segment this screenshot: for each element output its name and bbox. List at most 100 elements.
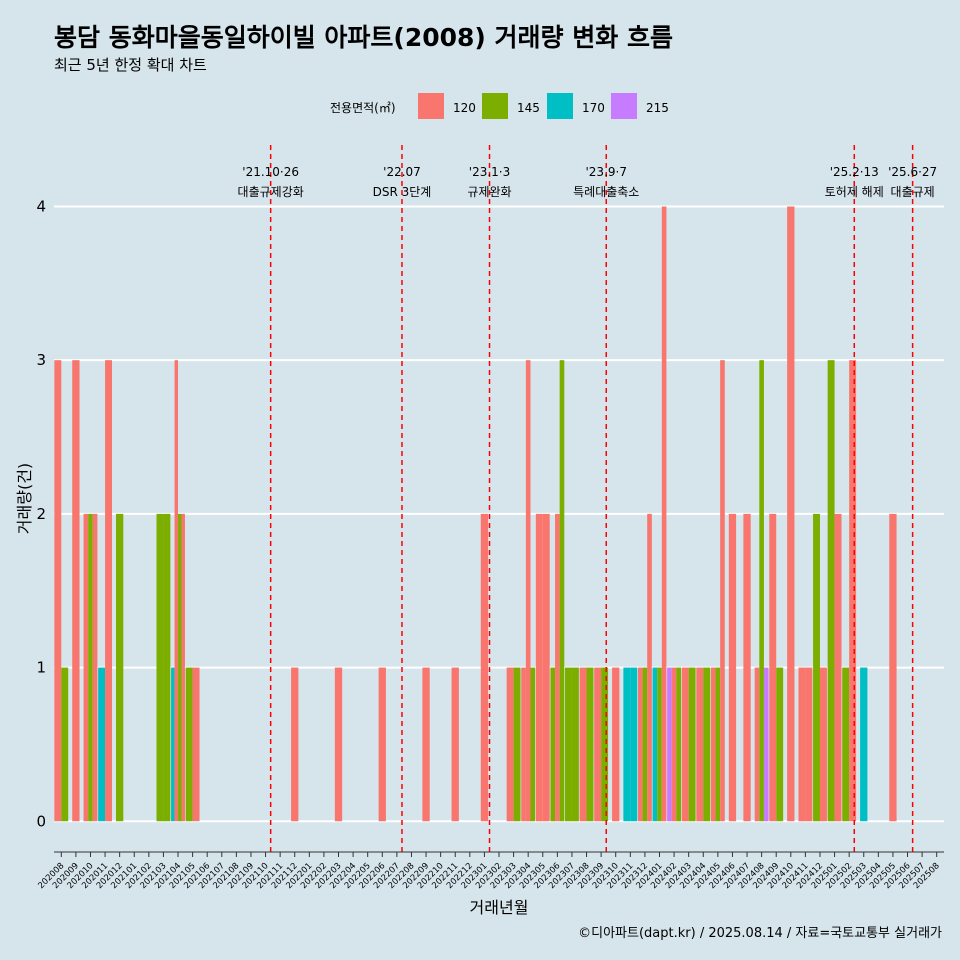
x-axis-title: 거래년월 xyxy=(470,898,529,917)
bar xyxy=(174,360,179,822)
bar xyxy=(720,360,725,822)
event-date-label: '25.6·27 xyxy=(888,165,937,179)
bar xyxy=(849,360,857,822)
bar xyxy=(105,360,112,822)
event-text-label: 규제완화 xyxy=(467,185,511,199)
bar xyxy=(819,667,827,822)
bar xyxy=(594,667,602,822)
bar xyxy=(805,667,813,822)
legend-label-170: 170 xyxy=(582,101,605,115)
legend-swatch-145 xyxy=(482,93,508,119)
bar xyxy=(728,513,737,822)
annotations: '21.10·26 대출규제강화 '22.07 DSR 3단계 '23.1·3 규제완화 '… xyxy=(238,145,937,852)
bar xyxy=(743,513,751,822)
bar xyxy=(671,667,677,822)
bar xyxy=(710,667,716,822)
bar xyxy=(601,667,609,822)
bar xyxy=(889,513,897,822)
bar xyxy=(813,513,820,822)
bar xyxy=(637,667,643,822)
bar xyxy=(776,667,784,822)
event-text-label: 대출규제강화 xyxy=(238,185,304,199)
bar xyxy=(378,667,386,822)
bar xyxy=(657,667,662,822)
bar xyxy=(688,667,696,822)
bar xyxy=(54,360,62,822)
legend: 전용면적(㎡) 120 145 170 215 xyxy=(330,93,669,119)
y-tick-label: 2 xyxy=(36,505,46,523)
bar xyxy=(163,513,171,822)
bar xyxy=(834,513,842,822)
y-tick-label: 1 xyxy=(36,659,46,677)
event-date-label: '25.2·13 xyxy=(830,165,879,179)
event-text-label: 토허제 해제 xyxy=(825,185,884,199)
bar xyxy=(185,667,193,822)
legend-swatch-215 xyxy=(611,93,637,119)
event-date-label: '23.9·7 xyxy=(586,165,627,179)
bar xyxy=(530,667,536,822)
event-text-label: 대출규제 xyxy=(891,185,935,199)
event-date-label: '23.1·3 xyxy=(469,165,510,179)
bar xyxy=(535,513,543,822)
legend-swatch-120 xyxy=(418,93,444,119)
bar xyxy=(555,513,560,822)
bar xyxy=(98,667,106,822)
bar xyxy=(715,667,721,822)
bars xyxy=(54,206,897,822)
bar xyxy=(842,667,850,822)
event-text-label: 특례대출축소 xyxy=(573,185,639,199)
bar xyxy=(612,667,620,822)
bar xyxy=(156,513,164,822)
bar xyxy=(676,667,682,822)
bar xyxy=(92,513,98,822)
bar xyxy=(579,667,587,822)
bar xyxy=(542,513,550,822)
chart-subtitle: 최근 5년 한정 확대 차트 xyxy=(54,56,207,74)
bar xyxy=(763,667,769,822)
bar xyxy=(787,206,795,822)
bar xyxy=(703,667,711,822)
bar xyxy=(334,667,343,822)
legend-label-215: 215 xyxy=(646,101,669,115)
event-date-label: '21.10·26 xyxy=(242,165,299,179)
bar xyxy=(642,667,648,822)
bar xyxy=(661,206,667,822)
bar xyxy=(754,667,760,822)
source-caption: ©디아파트(dapt.kr) / 2025.08.14 / 자료=국토교통부 실… xyxy=(578,926,942,941)
gridlines xyxy=(54,205,944,823)
bar xyxy=(652,667,658,822)
bar xyxy=(565,667,572,822)
bar xyxy=(513,667,521,822)
bar xyxy=(506,667,514,822)
event-date-label: '22.07 xyxy=(383,165,421,179)
bar xyxy=(798,667,806,822)
bar xyxy=(83,513,89,822)
chart-title: 봉담 동화마을동일하이빌 아파트(2008) 거래량 변화 흐름 xyxy=(54,23,673,52)
legend-label-120: 120 xyxy=(453,101,476,115)
bar xyxy=(586,667,594,822)
bar xyxy=(178,513,182,822)
y-tick-label: 4 xyxy=(36,197,46,215)
bar xyxy=(181,513,185,822)
bar xyxy=(696,667,704,822)
bar xyxy=(769,513,777,822)
bar xyxy=(171,667,175,822)
bar xyxy=(667,667,672,822)
legend-label-145: 145 xyxy=(517,101,540,115)
bar xyxy=(525,360,531,822)
bar xyxy=(550,667,556,822)
bar xyxy=(72,360,80,822)
bar xyxy=(451,667,459,822)
bar xyxy=(759,360,764,822)
bar xyxy=(61,667,69,822)
legend-swatch-170 xyxy=(547,93,573,119)
bar xyxy=(559,360,565,822)
y-tick-label: 0 xyxy=(36,812,46,830)
event-text-label: DSR 3단계 xyxy=(373,185,432,199)
bar xyxy=(480,513,489,822)
bar xyxy=(422,667,430,822)
legend-title: 전용면적(㎡) xyxy=(330,101,396,115)
bar xyxy=(116,513,124,822)
bar xyxy=(88,513,93,822)
